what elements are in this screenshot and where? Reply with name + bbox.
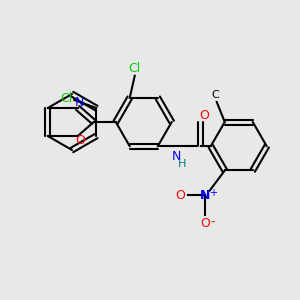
Text: N: N [75, 97, 84, 110]
Text: Cl: Cl [129, 62, 141, 75]
Text: Cl: Cl [60, 92, 72, 104]
Text: C: C [211, 90, 219, 100]
Text: N: N [172, 150, 182, 163]
Text: O: O [200, 217, 210, 230]
Text: -: - [211, 215, 215, 228]
Text: H: H [178, 159, 186, 169]
Text: N: N [200, 189, 210, 202]
Text: O: O [175, 189, 185, 202]
Text: +: + [209, 188, 217, 199]
Text: O: O [199, 109, 209, 122]
Text: O: O [75, 134, 85, 148]
